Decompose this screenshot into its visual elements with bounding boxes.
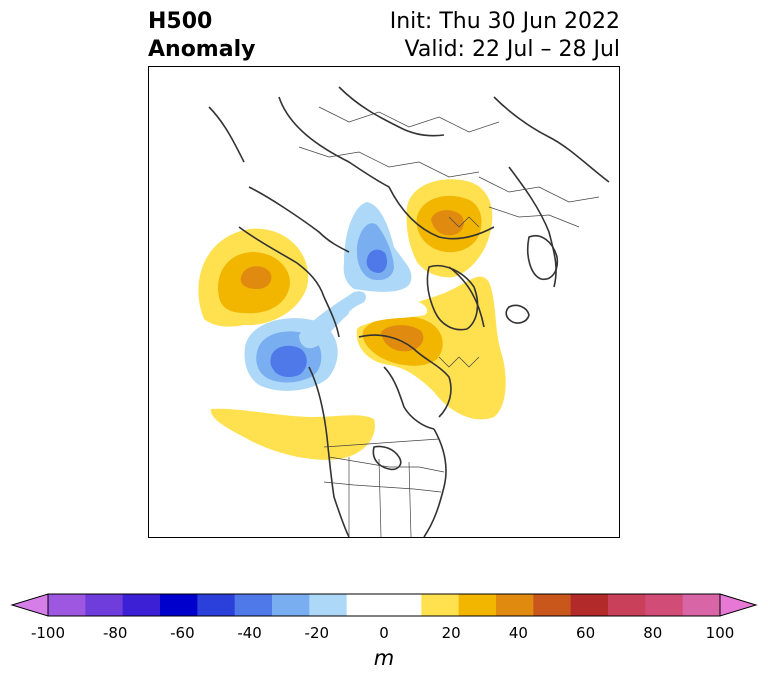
colorbar [10, 593, 758, 617]
colorbar-cell [496, 594, 534, 616]
colorbar-tick-label: -100 [30, 624, 66, 642]
colorbar-tick-label: 60 [576, 624, 596, 642]
anomaly-fills [198, 179, 506, 460]
colorbar-cell [346, 594, 385, 616]
colorbar-tick-label: 100 [705, 624, 735, 642]
anomaly-map [148, 66, 620, 538]
colorbar-cell [682, 594, 721, 616]
title-right: Init: Thu 30 Jun 2022 Valid: 22 Jul – 28… [390, 8, 620, 64]
anomaly-positive-west-max [240, 266, 272, 289]
colorbar-cell [458, 594, 497, 616]
colorbar-tick-label: 40 [508, 624, 528, 642]
anomaly-positive-eurasia-core [431, 210, 464, 236]
colorbar-extend-high [719, 593, 758, 617]
colorbar-outline [47, 593, 721, 617]
colorbar-extend-low [10, 593, 49, 617]
colorbar-cell [384, 594, 422, 616]
colorbar-cell [122, 594, 161, 616]
colorbar-cell [160, 594, 198, 616]
colorbar-tick-label: -20 [304, 624, 330, 642]
colorbar-cell [197, 594, 236, 616]
colorbar-cell [85, 594, 124, 616]
colorbar-cell [234, 594, 273, 616]
coastlines [208, 86, 610, 537]
colorbar-tick-label: 0 [379, 624, 389, 642]
colorbar-units: m [373, 646, 395, 670]
title-field: Anomaly [148, 37, 256, 62]
anomaly-positive-southwest [210, 408, 375, 460]
anomaly-negative-arctic-connect [299, 291, 366, 349]
colorbar-tick-label: 80 [643, 624, 663, 642]
anomaly-positive-east-core [381, 325, 424, 352]
colorbar-cells [10, 593, 758, 617]
colorbar-cell [645, 594, 684, 616]
colorbar-cell [272, 594, 310, 616]
init-date: Init: Thu 30 Jun 2022 [389, 9, 620, 34]
anomaly-negative-arctic-core [366, 249, 387, 273]
anomaly-negative-gulf-core [270, 345, 307, 377]
neutral-gap [348, 297, 428, 327]
colorbar-tick-label: -60 [170, 624, 195, 642]
colorbar-cell [533, 594, 572, 616]
colorbar-cell [570, 594, 609, 616]
colorbar-cell [309, 594, 348, 616]
colorbar-tick-label: -80 [102, 624, 128, 642]
title-left: H500 Anomaly [148, 8, 255, 64]
borders [298, 106, 600, 537]
valid-range: Valid: 22 Jul – 28 Jul [404, 37, 620, 62]
colorbar-cell [608, 594, 646, 616]
map-svg [198, 86, 610, 537]
title-variable: H500 [148, 9, 213, 34]
colorbar-cell [48, 594, 86, 616]
colorbar-tick-label: -40 [237, 624, 262, 642]
colorbar-cell [421, 594, 460, 616]
colorbar-tick-label: 20 [441, 624, 461, 642]
